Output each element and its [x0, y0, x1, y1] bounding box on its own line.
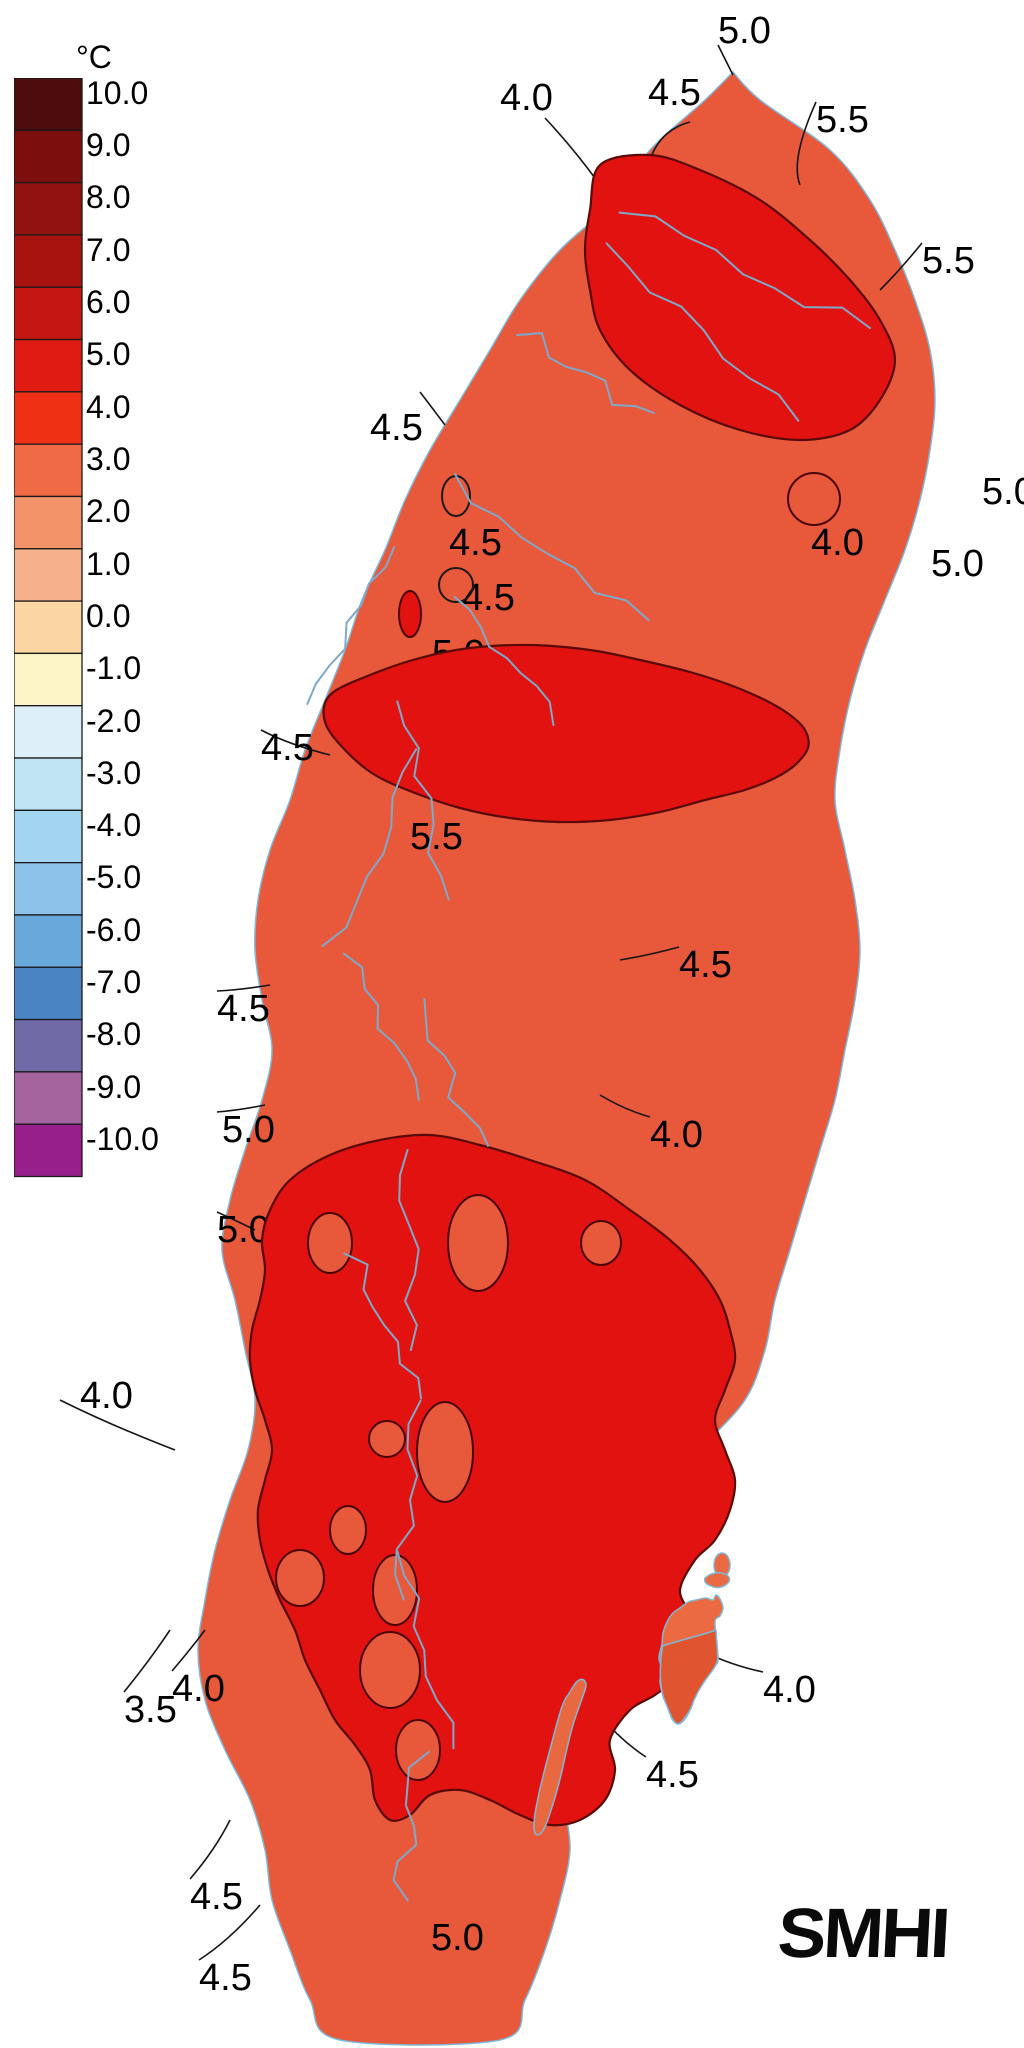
- svg-text:5.0: 5.0: [222, 1109, 275, 1151]
- svg-text:4.5: 4.5: [217, 988, 270, 1030]
- svg-text:5.0: 5.0: [431, 1917, 484, 1959]
- svg-text:4.0: 4.0: [650, 1114, 703, 1156]
- svg-text:5.0: 5.0: [718, 10, 771, 52]
- svg-text:5.0: 5.0: [982, 471, 1024, 513]
- svg-text:4.0: 4.0: [500, 77, 553, 119]
- svg-text:5.5: 5.5: [816, 99, 869, 141]
- svg-text:4.5: 4.5: [648, 72, 701, 114]
- svg-text:5.5: 5.5: [922, 240, 975, 282]
- svg-text:4.5: 4.5: [199, 1957, 252, 1999]
- svg-text:4.5: 4.5: [679, 944, 732, 986]
- svg-text:5.5: 5.5: [410, 816, 463, 858]
- svg-text:4.5: 4.5: [261, 727, 314, 769]
- svg-text:4.5: 4.5: [449, 522, 502, 564]
- svg-text:4.5: 4.5: [370, 407, 423, 449]
- svg-text:4.0: 4.0: [80, 1375, 133, 1417]
- svg-text:4.5: 4.5: [462, 577, 515, 619]
- svg-text:4.0: 4.0: [763, 1669, 816, 1711]
- svg-text:5.0: 5.0: [931, 543, 984, 585]
- svg-text:4.0: 4.0: [172, 1668, 225, 1710]
- svg-text:4.0: 4.0: [811, 522, 864, 564]
- svg-text:4.5: 4.5: [646, 1754, 699, 1796]
- svg-text:3.5: 3.5: [124, 1689, 177, 1731]
- svg-text:4.5: 4.5: [190, 1876, 243, 1918]
